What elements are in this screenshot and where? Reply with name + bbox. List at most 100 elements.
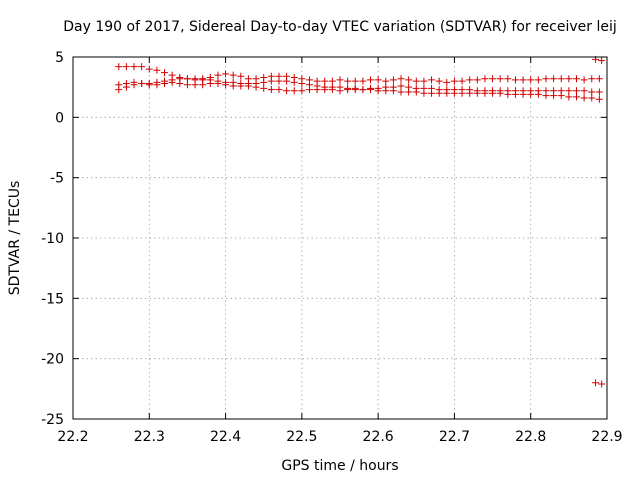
x-tick-label: 22.9 (591, 429, 622, 445)
data-point-sat-c (283, 87, 291, 95)
data-point-sat-c (397, 82, 405, 90)
data-point-sat-c (504, 87, 512, 95)
data-point-sat-a (214, 71, 222, 79)
data-point-sat-c (443, 86, 451, 94)
data-point-sat-a (511, 76, 519, 84)
data-point-sat-a (565, 75, 573, 83)
data-point-sat-b (199, 75, 207, 83)
data-point-sat-a (435, 77, 443, 85)
x-tick-label: 22.7 (439, 429, 470, 445)
data-point-sat-c (450, 86, 458, 94)
x-tick-label: 22.3 (134, 429, 165, 445)
data-point-sat-c (511, 87, 519, 95)
data-point-sat-b (298, 80, 306, 88)
data-point-sat-a (138, 63, 146, 71)
data-point-sat-b (260, 78, 268, 86)
data-point-sat-a (534, 76, 542, 84)
data-point-sat-a (450, 77, 458, 85)
data-point-sat-c (367, 84, 375, 92)
data-point-sat-a (504, 75, 512, 83)
data-point-sat-a (557, 75, 565, 83)
data-point-sat-c (336, 87, 344, 95)
data-point-sat-a (367, 76, 375, 84)
data-point-sat-c (290, 87, 298, 95)
x-tick-label: 22.5 (286, 429, 317, 445)
data-point-sat-a (130, 63, 138, 71)
data-point-sat-a (595, 75, 603, 83)
data-point-sat-c (199, 81, 207, 89)
data-point-sat-a (496, 75, 504, 83)
data-point-sat-c (580, 87, 588, 95)
data-point-sat-a (420, 77, 428, 85)
data-point-sat-c (412, 84, 420, 92)
axis-ticks: 22.2 22.3 22.4 22.5 22.6 22.7 22.8 22.9 5 0 -5 -10 -… (41, 50, 622, 445)
data-point-sat-c (183, 81, 191, 89)
data-point-sat-c (420, 84, 428, 92)
data-point-sat-a (405, 76, 413, 84)
data-point-sat-c (382, 83, 390, 91)
x-tick-label: 22.2 (57, 429, 88, 445)
data-point-sat-a (428, 76, 436, 84)
x-axis-label: GPS time / hours (281, 458, 398, 474)
data-point-sat-e (592, 379, 600, 387)
data-point-sat-c (572, 87, 580, 95)
data-point-sat-c (321, 86, 329, 94)
data-point-sat-c (550, 87, 558, 95)
data-point-sat-b (183, 75, 191, 83)
data-point-sat-c (595, 88, 603, 96)
data-point-sat-c (298, 87, 306, 95)
data-point-sat-c (542, 87, 550, 95)
x-tick-label: 22.4 (210, 429, 241, 445)
data-point-sat-c (237, 82, 245, 90)
data-point-sat-b (588, 94, 596, 102)
data-point-sat-c (145, 81, 153, 89)
data-point-sat-c (206, 80, 214, 88)
data-point-sat-c (473, 87, 481, 95)
data-point-sat-c (252, 83, 260, 91)
data-point-sat-a (336, 76, 344, 84)
data-point-sat-c (305, 86, 313, 94)
data-point-sat-a (382, 77, 390, 85)
data-point-sat-a (222, 70, 230, 78)
data-point-sat-a (458, 77, 466, 85)
data-point-sat-c (275, 86, 283, 94)
data-point-sat-a (473, 76, 481, 84)
gridlines (73, 57, 607, 419)
data-point-sat-a (122, 63, 130, 71)
data-point-sat-b (595, 95, 603, 103)
data-point-sat-a (229, 71, 237, 79)
data-point-sat-a (328, 77, 336, 85)
data-point-sat-a (115, 63, 123, 71)
data-point-sat-c (222, 81, 230, 89)
data-point-sat-c (176, 80, 184, 88)
data-point-sat-e (598, 380, 606, 388)
data-point-sat-c (344, 86, 352, 94)
data-point-sat-c (527, 87, 535, 95)
data-point-sat-d (598, 57, 606, 65)
data-point-sat-c (260, 84, 268, 92)
data-point-sat-a (572, 75, 580, 83)
y-tick-label: 0 (55, 110, 64, 126)
data-point-sat-b (191, 75, 199, 83)
data-point-sat-c (458, 86, 466, 94)
data-point-sat-a (550, 75, 558, 83)
data-point-sat-a (588, 75, 596, 83)
data-point-sat-c (588, 88, 596, 96)
data-point-sat-c (389, 83, 397, 91)
data-point-sat-a (161, 69, 169, 77)
data-point-sat-a (519, 76, 527, 84)
data-point-sat-a (481, 75, 489, 83)
y-tick-label: -25 (41, 412, 64, 428)
data-point-sat-c (481, 87, 489, 95)
data-point-sat-a (443, 78, 451, 86)
data-point-sat-c (161, 80, 169, 88)
data-points (115, 55, 606, 388)
y-axis-label: SDTVAR / TECUs (7, 181, 23, 296)
data-point-sat-c (519, 87, 527, 95)
data-point-sat-b (580, 94, 588, 102)
data-point-sat-c (130, 78, 138, 86)
data-point-sat-a (580, 76, 588, 84)
data-point-sat-c (565, 87, 573, 95)
data-point-sat-c (534, 87, 542, 95)
data-point-sat-c (466, 86, 474, 94)
